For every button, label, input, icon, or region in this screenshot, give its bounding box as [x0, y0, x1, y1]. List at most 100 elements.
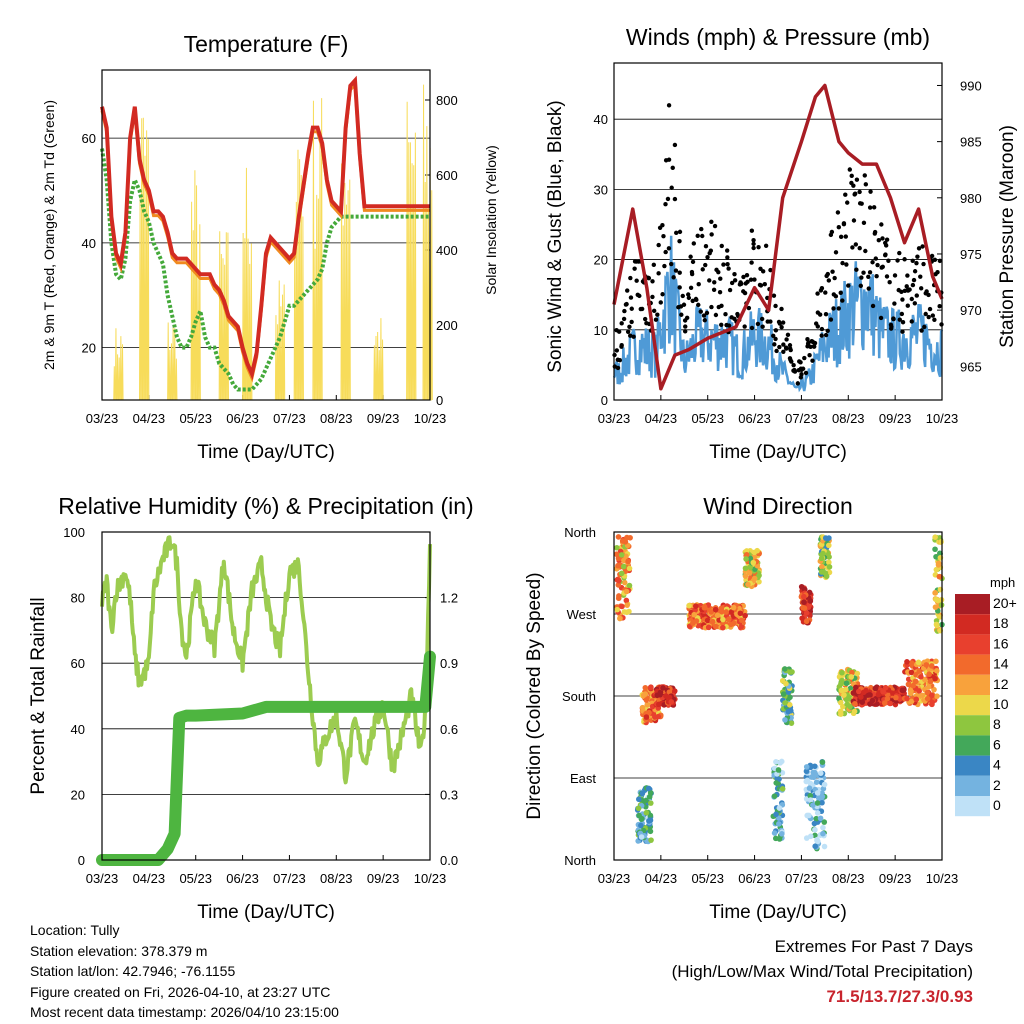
wind-dir-point: [807, 833, 814, 840]
gust-point: [688, 254, 693, 259]
wind-dir-point: [849, 669, 855, 676]
gust-point: [723, 312, 728, 317]
wind-dir-point: [671, 688, 678, 694]
gust-point: [712, 223, 718, 229]
legend-label: 10: [993, 696, 1009, 712]
wind-dir-point: [843, 696, 850, 703]
wind-dir-point: [622, 538, 629, 545]
wind-dir-point: [635, 805, 642, 812]
wind-dir-point: [803, 768, 810, 775]
dewpoint-line: [100, 148, 430, 392]
wind-dir-point: [839, 669, 845, 676]
wind-dir-point: [743, 556, 749, 562]
gust-point: [624, 301, 629, 307]
gust-point: [698, 309, 703, 314]
gust-point: [758, 283, 764, 288]
gust-point: [661, 233, 666, 239]
wind-dir-point: [785, 708, 792, 715]
wind-dir-point: [712, 606, 719, 613]
temp-xtick-label: 08/23: [320, 411, 353, 426]
wind-dir-point: [663, 693, 669, 699]
gust-point: [725, 261, 730, 267]
gust-point: [760, 269, 766, 274]
wind-dir-point: [615, 595, 622, 602]
wind-dir-point: [875, 691, 882, 698]
gust-point: [895, 258, 900, 263]
wind-dir-point: [818, 555, 825, 562]
wind-dir-point: [642, 691, 649, 697]
wind-dir-point: [874, 701, 880, 707]
gust-point: [708, 248, 714, 253]
wind-title: Winds (mph) & Pressure (mb): [626, 24, 930, 50]
wind-dir-point: [642, 684, 649, 691]
wind-dir-point: [826, 554, 832, 560]
gust-point: [632, 266, 637, 271]
wind-dir-point: [657, 689, 664, 696]
elevation-text: Station elevation: 378.379 m: [30, 942, 208, 959]
wind-dir-point: [771, 830, 778, 836]
wind-dir-point: [867, 692, 873, 698]
wind-dir-point: [924, 695, 931, 702]
wind-dir-point: [820, 824, 826, 831]
wind-xlabel: Time (Day/UTC): [709, 442, 847, 463]
wind-dir-point: [646, 793, 653, 800]
wind-dir-point: [798, 583, 805, 590]
gust-point: [918, 274, 923, 279]
gust-point: [873, 256, 878, 261]
gust-point: [660, 222, 665, 228]
gust-point: [673, 268, 679, 273]
gust-point: [665, 196, 671, 202]
gust-point: [912, 269, 918, 274]
temp-2m-line: [100, 75, 430, 381]
gust-point: [732, 278, 738, 283]
gust-point: [817, 312, 823, 317]
wind-dir-point: [636, 796, 642, 803]
wind-dir-point: [934, 693, 940, 699]
wind-dir-point: [668, 699, 675, 705]
gust-point: [679, 312, 684, 317]
legend-label: 2: [993, 777, 1001, 793]
temp-xtick-label: 06/23: [226, 411, 259, 426]
legend-label: 8: [993, 716, 1001, 732]
temp-panel: Temperature (F) Time (Day/UTC) 03/23 04/23 0…: [41, 31, 499, 463]
wind-dir-point: [731, 620, 737, 627]
wind-dir-point: [751, 553, 758, 560]
gust-point: [779, 306, 784, 312]
wind-dir-point: [820, 830, 826, 837]
gust-point: [725, 255, 730, 260]
temp-y2tick-label: 200: [436, 318, 458, 333]
wind-dir-point: [839, 677, 845, 684]
wind-dir-point: [615, 562, 621, 569]
wind-dir-point: [771, 793, 778, 799]
gust-point: [909, 296, 914, 302]
gust-point: [634, 278, 639, 283]
gust-point: [859, 275, 864, 280]
wind-dir-point: [913, 696, 920, 703]
gust-point: [849, 173, 854, 179]
wind-y2tick-label: 970: [960, 303, 982, 318]
gust-point: [709, 232, 714, 237]
wind-dir-point: [926, 671, 932, 678]
wind-dir-point: [872, 685, 879, 692]
wind-dir-point: [701, 604, 708, 611]
wind-dir-point: [869, 697, 876, 704]
gust-point: [629, 319, 634, 325]
wind-dir-point: [779, 785, 786, 792]
gust-point: [845, 200, 850, 205]
gust-point: [677, 285, 682, 290]
gust-point: [690, 298, 695, 304]
gust-point: [838, 234, 844, 240]
gust-point: [709, 304, 714, 310]
gust-point: [857, 189, 862, 195]
legend-swatch: [955, 695, 990, 716]
pressure-line: [612, 83, 944, 391]
wind-xtick-label: 04/23: [645, 411, 678, 426]
gust-point: [905, 303, 910, 308]
wind-dir-point: [777, 760, 783, 766]
wind-dir-point: [932, 590, 938, 596]
wind-dir-point: [615, 582, 622, 588]
wind-dir-point: [819, 793, 826, 800]
gust-point: [628, 333, 633, 338]
wind-dir-point: [750, 559, 757, 566]
wind-dir-point: [929, 699, 935, 706]
